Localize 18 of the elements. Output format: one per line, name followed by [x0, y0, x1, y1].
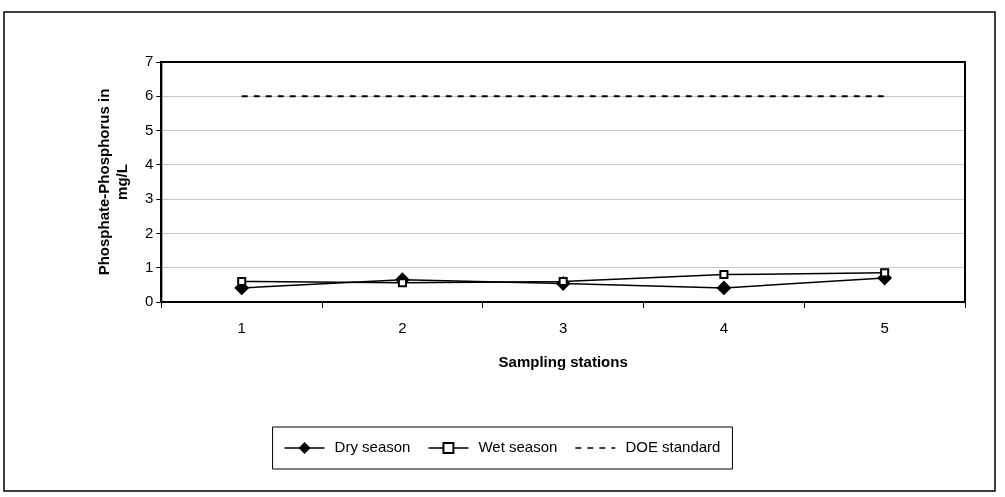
legend-label: Wet season	[478, 438, 558, 456]
x-tick-label: 5	[880, 319, 889, 337]
y-tick-label: 5	[145, 120, 154, 138]
x-tick-label: 4	[719, 319, 729, 337]
y-tick-label: 4	[145, 155, 154, 172]
y-tick-label: 6	[145, 86, 154, 104]
x-tick-label: 1	[237, 319, 246, 337]
y-tick-label: 1	[145, 257, 154, 275]
y-tick-label: 3	[145, 189, 154, 207]
y-tick-label: 7	[145, 52, 154, 70]
x-axis-title: Sampling stations	[498, 353, 628, 371]
legend-label: DOE standard	[625, 438, 721, 456]
x-tick-label: 3	[559, 319, 568, 337]
y-axis-title: Phosphate-Phosphorus in mg/L	[95, 88, 131, 276]
y-tick-label: 0	[145, 292, 154, 310]
legend-label: Dry season	[334, 438, 411, 456]
y-tick-label: 2	[145, 223, 154, 241]
x-tick-label: 2	[398, 319, 407, 337]
